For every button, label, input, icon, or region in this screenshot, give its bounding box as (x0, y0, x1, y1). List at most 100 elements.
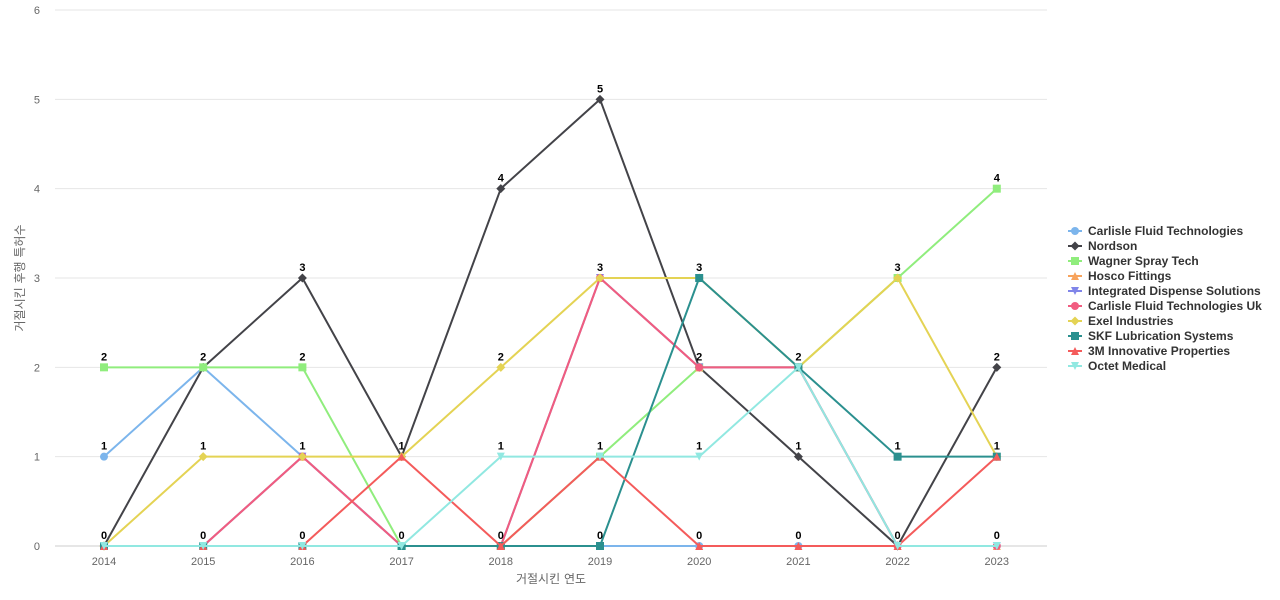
y-tick-label: 5 (34, 94, 40, 106)
x-tick-label: 2018 (489, 556, 513, 568)
data-point-3m-innovative-properties (794, 542, 803, 550)
x-axis: 2014 2015 2016 2017 2018 2019 2020 2021 2022 2023 (92, 556, 1009, 568)
legend-marker-icon (1071, 347, 1079, 355)
y-tick-label: 6 (34, 5, 40, 17)
legend-marker-icon (1071, 272, 1079, 280)
data-label: 3 (299, 262, 305, 274)
data-point-skf-lubrication-systems (596, 542, 604, 550)
legend-item-octet-medical[interactable]: Octet Medical (1068, 359, 1166, 373)
data-label: 0 (101, 530, 107, 542)
legend: Carlisle Fluid TechnologiesNordsonWagner… (1068, 224, 1262, 373)
data-label: 0 (795, 530, 801, 542)
data-point-nordson (496, 184, 506, 194)
data-point-octet-medical (199, 542, 208, 550)
x-tick-label: 2017 (389, 556, 413, 568)
legend-label: Hosco Fittings (1088, 269, 1172, 283)
data-point-octet-medical (596, 452, 604, 461)
data-label: 0 (200, 530, 206, 542)
data-label: 0 (498, 530, 504, 542)
legend-label: Wagner Spray Tech (1088, 254, 1199, 268)
series-line-octet-medical (104, 366, 997, 547)
x-tick-label: 2014 (92, 556, 116, 568)
data-point-3m-innovative-properties (695, 542, 704, 550)
data-label: 3 (696, 262, 702, 274)
legend-item-exel-industries[interactable]: Exel Industries (1068, 314, 1174, 328)
series-carlisle-fluid-technologies-uk (100, 274, 1001, 550)
data-point-octet-medical (397, 542, 406, 550)
legend-marker-icon (1071, 302, 1079, 310)
data-point-octet-medical (298, 542, 307, 550)
legend-label: Carlisle Fluid Technologies (1088, 224, 1243, 238)
y-tick-label: 0 (34, 541, 40, 553)
legend-label: Carlisle Fluid Technologies Uk (1088, 299, 1262, 313)
data-point-3m-innovative-properties (496, 542, 505, 550)
x-tick-label: 2021 (786, 556, 810, 568)
data-label: 4 (498, 173, 505, 185)
data-point-wagner-spray-tech (199, 363, 208, 372)
x-tick-label: 2015 (191, 556, 215, 568)
data-point-octet-medical (992, 542, 1001, 550)
data-point-nordson (793, 452, 803, 462)
data-label: 1 (200, 441, 206, 453)
legend-label: Integrated Dispense Solutions (1088, 284, 1261, 298)
data-label: 1 (498, 441, 504, 453)
data-point-exel-industries (496, 362, 506, 372)
legend-marker-icon (1070, 316, 1080, 326)
legend-item-3m-innovative-properties[interactable]: 3M Innovative Properties (1068, 344, 1230, 358)
data-label: 1 (895, 441, 901, 453)
data-point-octet-medical (496, 452, 505, 461)
legend-marker-icon (1071, 257, 1079, 265)
series-line-nordson (103, 98, 998, 547)
data-point-exel-industries (893, 273, 903, 283)
legend-item-wagner-spray-tech[interactable]: Wagner Spray Tech (1068, 254, 1199, 268)
data-label: 3 (895, 262, 901, 274)
data-label: 5 (597, 83, 603, 95)
data-point-wagner-spray-tech (298, 363, 307, 372)
data-point-octet-medical (893, 542, 902, 550)
data-label: 0 (597, 530, 603, 542)
x-tick-label: 2023 (985, 556, 1009, 568)
legend-marker-icon (1071, 287, 1079, 295)
data-label: 2 (795, 351, 801, 363)
y-tick-label: 2 (34, 362, 40, 374)
legend-marker-icon (1070, 241, 1080, 251)
data-point-nordson (297, 273, 307, 283)
data-label: 2 (498, 351, 504, 363)
data-label: 1 (696, 441, 702, 453)
legend-item-carlisle-fluid-technologies-uk[interactable]: Carlisle Fluid Technologies Uk (1068, 299, 1262, 313)
legend-marker-icon (1071, 332, 1079, 340)
y-axis-title: 거절시킨 후행 특허수 (12, 225, 27, 332)
x-axis-title: 거절시킨 연도 (516, 572, 586, 586)
legend-label: SKF Lubrication Systems (1088, 329, 1234, 343)
legend-label: Nordson (1088, 239, 1137, 253)
data-point-3m-innovative-properties (397, 452, 406, 461)
x-tick-label: 2016 (290, 556, 314, 568)
data-point-wagner-spray-tech (100, 363, 108, 372)
data-label: 2 (101, 351, 107, 363)
legend-label: Octet Medical (1088, 359, 1166, 373)
legend-item-nordson[interactable]: Nordson (1068, 239, 1137, 253)
data-label: 1 (795, 441, 801, 453)
data-point-nordson (595, 94, 605, 104)
x-tick-label: 2022 (885, 556, 909, 568)
data-point-octet-medical (695, 452, 704, 461)
legend-item-hosco-fittings[interactable]: Hosco Fittings (1068, 269, 1172, 283)
legend-label: Exel Industries (1088, 314, 1174, 328)
data-label: 2 (200, 351, 206, 363)
legend-item-skf-lubrication-systems[interactable]: SKF Lubrication Systems (1068, 329, 1234, 343)
y-tick-label: 1 (34, 452, 40, 464)
y-tick-label: 3 (34, 273, 40, 285)
series-group (99, 94, 1002, 551)
data-label: 0 (994, 530, 1000, 542)
data-label: 0 (895, 530, 901, 542)
data-label: 2 (299, 351, 305, 363)
legend-item-integrated-dispense-solutions[interactable]: Integrated Dispense Solutions (1068, 284, 1261, 298)
data-labels: 2 1 0 2 1 0 3 2 1 0 1 0 4 2 1 0 5 3 1 0 3 2 1 0 2 1 0 3 1 0 4 2 1 0 (101, 83, 1001, 542)
legend-item-carlisle-fluid-technologies[interactable]: Carlisle Fluid Technologies (1068, 224, 1243, 238)
legend-marker-icon (1071, 362, 1079, 370)
data-label: 0 (299, 530, 305, 542)
data-point-exel-industries (297, 452, 307, 462)
x-tick-label: 2019 (588, 556, 612, 568)
